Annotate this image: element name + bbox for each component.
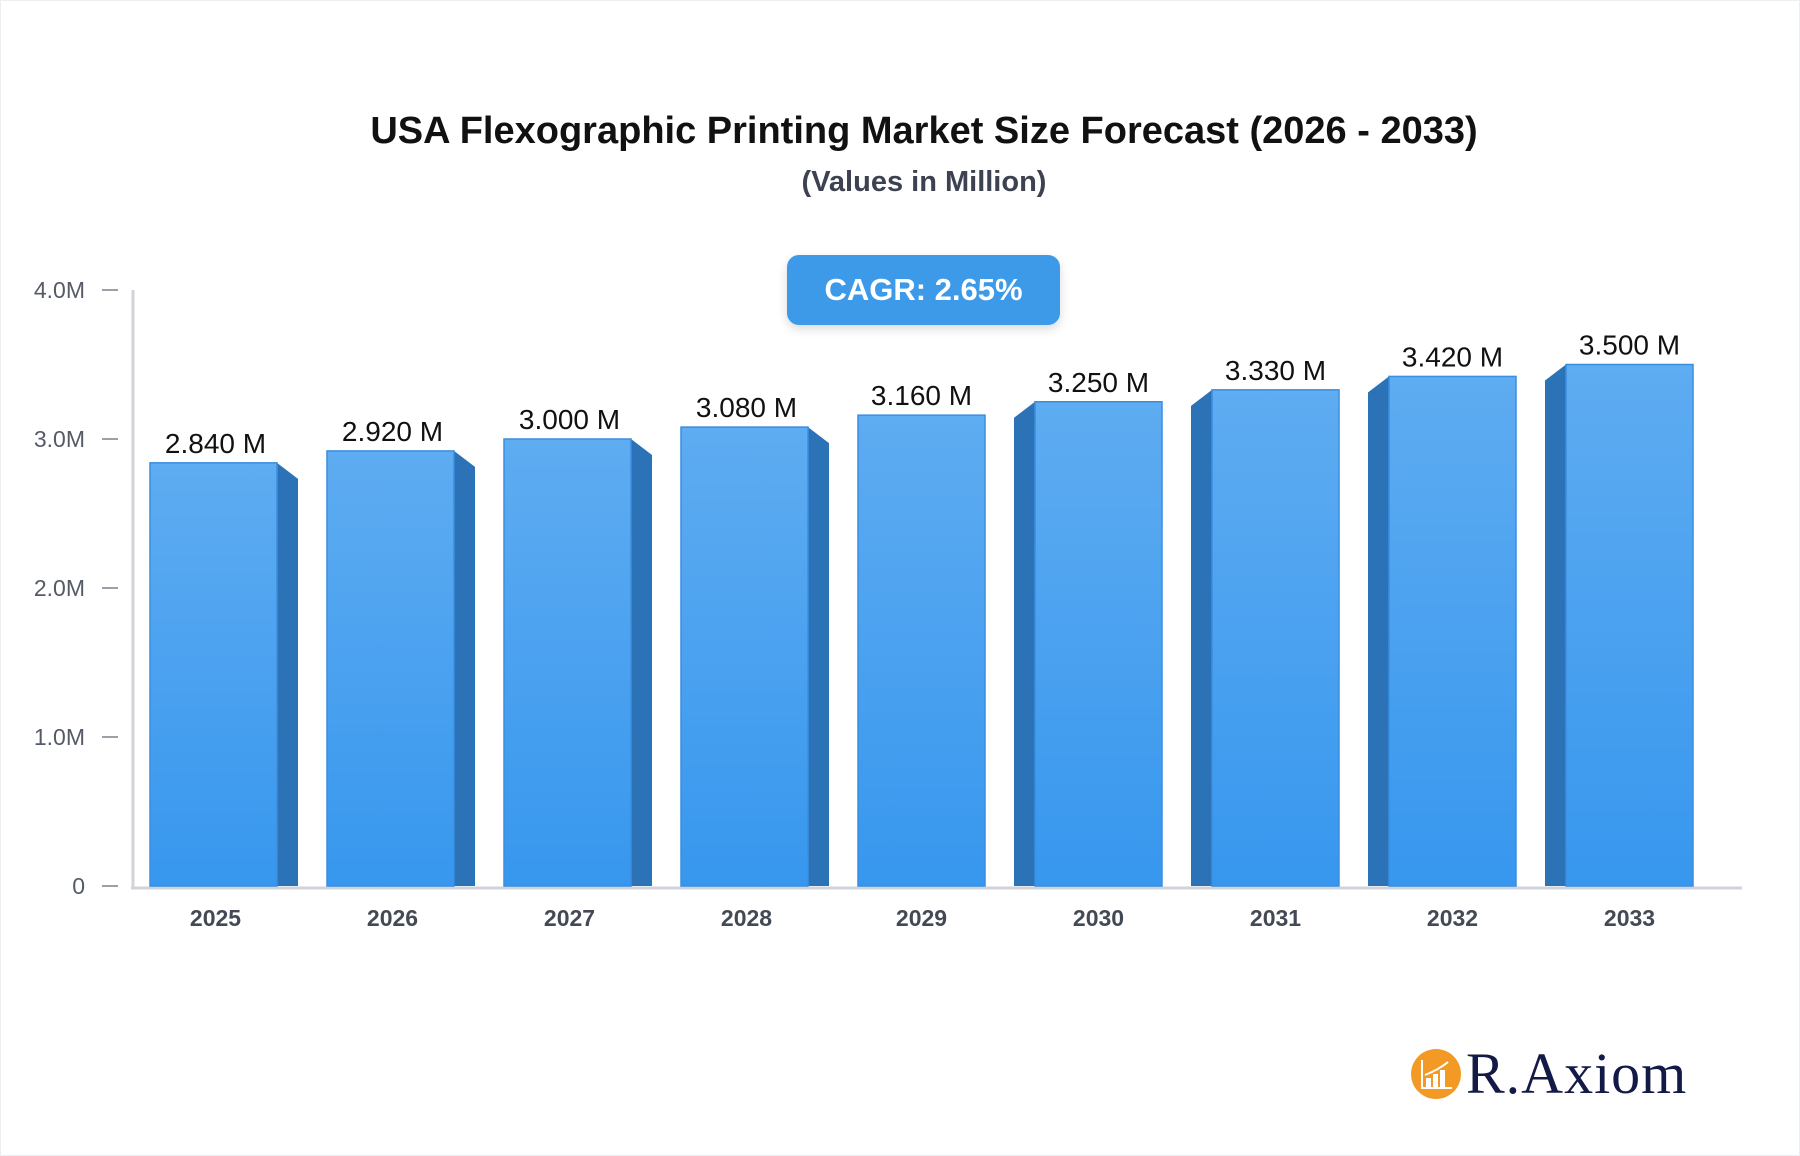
bar: [1388, 375, 1517, 887]
x-tick-label: 2026: [367, 905, 418, 931]
x-tick-label: 2033: [1604, 905, 1655, 931]
bar: [326, 450, 455, 887]
bar: [1565, 363, 1694, 887]
x-tick-label: 2027: [544, 905, 595, 931]
bar-side: [454, 450, 475, 886]
y-tick-label: 0: [72, 873, 85, 899]
brand-name: R.Axiom: [1466, 1041, 1688, 1106]
bar-side: [1014, 401, 1035, 886]
data-label: 3.080 M: [696, 392, 797, 423]
data-label: 3.330 M: [1225, 355, 1326, 386]
cagr-badge: CAGR: 2.65%: [787, 255, 1060, 325]
bar-chart-growth-icon: [1411, 1048, 1461, 1099]
bar: [680, 426, 809, 887]
data-label: 3.000 M: [519, 404, 620, 435]
brand-logo: R.Axiom: [1410, 1040, 1687, 1107]
bar-side: [808, 427, 829, 886]
bar: [149, 462, 278, 887]
chart-title: USA Flexographic Printing Market Size Fo…: [370, 110, 1478, 152]
x-tick-label: 2028: [721, 905, 772, 931]
x-tick-label: 2032: [1427, 905, 1478, 931]
bar-side: [1191, 389, 1212, 886]
y-tick-label: 4.0M: [34, 277, 85, 303]
data-label: 3.500 M: [1579, 330, 1680, 361]
bar: [1034, 401, 1163, 887]
bar: [503, 438, 632, 887]
bar-side: [1545, 364, 1566, 886]
data-label: 2.840 M: [165, 428, 266, 459]
y-tick-label: 2.0M: [34, 575, 85, 601]
y-tick-label: 3.0M: [34, 426, 85, 452]
x-tick-label: 2025: [190, 905, 241, 931]
data-label: 3.420 M: [1402, 341, 1503, 372]
x-tick-label: 2030: [1073, 905, 1124, 931]
data-label: 3.160 M: [871, 380, 972, 411]
x-tick-label: 2029: [896, 905, 947, 931]
x-tick-label: 2031: [1250, 905, 1301, 931]
bar: [1211, 389, 1340, 887]
y-tick-label: 1.0M: [34, 724, 85, 750]
bar-side: [277, 462, 298, 886]
bar: [857, 414, 986, 887]
chart-subtitle: (Values in Million): [801, 166, 1047, 198]
bar-side: [631, 439, 652, 886]
data-label: 3.250 M: [1048, 367, 1149, 398]
data-label: 2.920 M: [342, 416, 443, 447]
bar-side: [1368, 376, 1389, 886]
